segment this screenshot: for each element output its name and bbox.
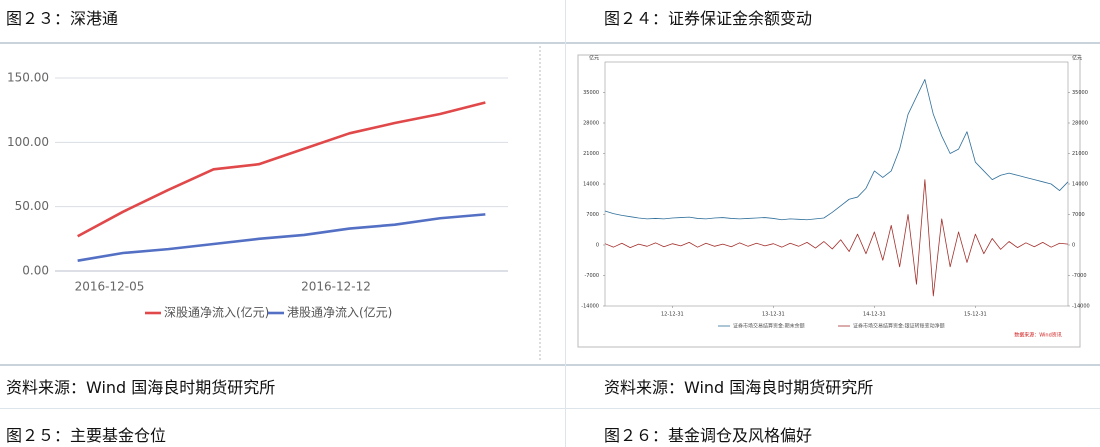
series-line	[77, 213, 486, 262]
x-tick-label: 13-12-31	[762, 312, 785, 318]
series-line	[604, 179, 1069, 297]
rule	[0, 42, 1100, 44]
x-tick-label: 14-12-31	[863, 312, 886, 318]
source: 资料来源：Wind 国海良时期货研究所	[6, 378, 276, 397]
caption: 图２３：深港通	[6, 9, 119, 28]
y-tick-label: 14000	[1072, 182, 1088, 188]
y-tick-label: 0	[596, 243, 599, 249]
caption: 图２６：基金调仓及风格偏好	[604, 426, 813, 445]
source: 资料来源：Wind 国海良时期货研究所	[604, 378, 874, 397]
y-tick-label: 21000	[1072, 151, 1088, 157]
y-tick-label: 0.00	[22, 264, 49, 278]
y-tick-label: 35000	[1072, 90, 1088, 96]
divider	[565, 0, 566, 447]
y-tick-label: 7000	[586, 212, 599, 218]
rule	[0, 408, 1100, 409]
caption: 图２５：主要基金仓位	[6, 426, 167, 445]
y-tick-label: 100.00	[7, 135, 49, 149]
x-tick-label: 12-12-31	[661, 312, 684, 318]
y-tick-label: 50.00	[15, 199, 49, 213]
x-tick-label: 15-12-31	[964, 312, 987, 318]
y-tick-label: -14000	[581, 304, 599, 310]
chart-frame	[577, 54, 1081, 348]
rule	[0, 364, 1100, 366]
y-tick-label: 7000	[1072, 212, 1085, 218]
series-line	[604, 79, 1069, 221]
legend-label: 深股通净流入(亿元)	[164, 305, 269, 320]
x-tick-label: 2016-12-05	[75, 280, 145, 294]
y-tick-label: -7000	[584, 273, 599, 279]
y-tick-label: 28000	[583, 121, 599, 127]
y-tick-label: 35000	[583, 90, 599, 96]
y-tick-label: 14000	[583, 182, 599, 188]
y-tick-label: 21000	[583, 151, 599, 157]
caption: 图２４：证券保证金余额变动	[604, 9, 813, 28]
legend-label: 证券市场交易结算资金:银证转账变动净额	[853, 323, 945, 330]
chart-source: 数据来源：Wind资讯	[1014, 332, 1062, 339]
series-line	[77, 101, 486, 238]
y-tick-label: 150.00	[7, 71, 49, 85]
legend-label: 证券市场交易结算资金:期末余额	[733, 323, 805, 330]
y2-axis-label: 亿元	[1072, 55, 1082, 62]
plot-frame	[604, 61, 1069, 307]
y-tick-label: 0	[1072, 243, 1075, 249]
y-tick-label: 28000	[1072, 121, 1088, 127]
y-tick-label: -7000	[1072, 273, 1087, 279]
x-tick-label: 2016-12-12	[301, 280, 371, 294]
y-axis-label: 亿元	[589, 55, 599, 62]
legend-label: 港股通净流入(亿元)	[287, 305, 392, 320]
y-tick-label: -14000	[1072, 304, 1090, 310]
